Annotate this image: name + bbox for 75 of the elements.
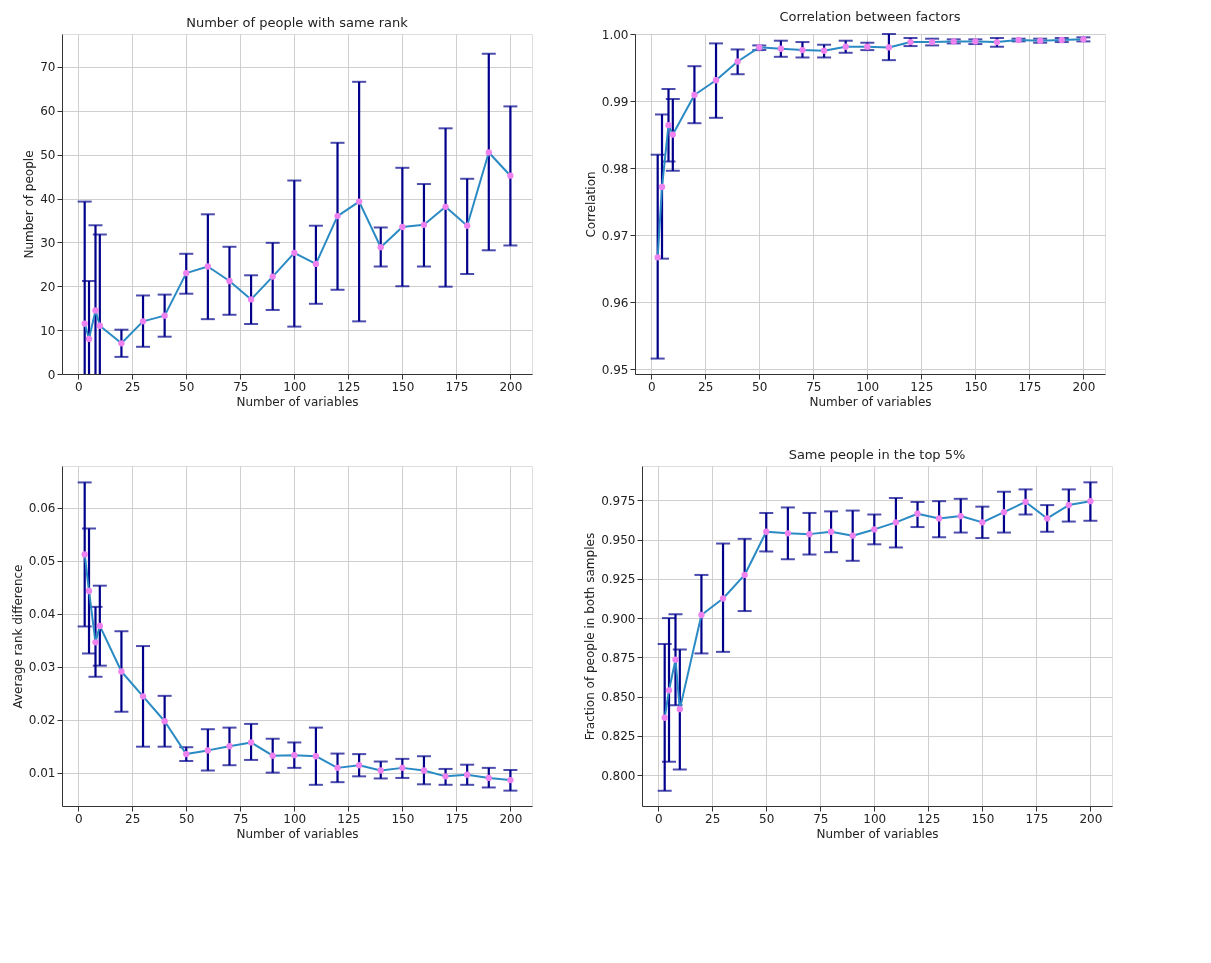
- x-tick-label: 0: [74, 379, 83, 394]
- y-tick-label: 0.875: [601, 650, 636, 665]
- y-tick-label: 30: [40, 235, 56, 250]
- y-tick-label: 0.850: [601, 690, 636, 705]
- y-tick-label: 10: [40, 323, 56, 338]
- x-tick-label: 25: [705, 811, 721, 826]
- y-axis-title: Number of people: [22, 150, 37, 259]
- y-axis-title: Correlation: [583, 171, 598, 238]
- y-tick-label: 0.975: [601, 493, 636, 508]
- x-axis-title: Number of variables: [236, 826, 359, 841]
- y-axis-title: Average rank difference: [10, 564, 25, 709]
- y-tick-label: 0.99: [601, 94, 629, 109]
- y-tick-label: 0.04: [28, 607, 56, 622]
- x-tick-label: 0: [654, 811, 663, 826]
- x-tick-label: 100: [863, 811, 887, 826]
- x-tick-label: 100: [856, 379, 880, 394]
- y-tick-label: 70: [40, 60, 56, 75]
- y-tick-label: 0.98: [601, 161, 629, 176]
- x-axis-title: Number of variables: [816, 826, 939, 841]
- y-tick-label: 0.01: [28, 766, 56, 781]
- chart-title: Same people in the top 5%: [788, 447, 966, 462]
- x-tick-label: 150: [964, 379, 988, 394]
- x-tick-label: 50: [752, 379, 768, 394]
- y-tick-label: 0.950: [601, 533, 636, 548]
- x-tick-label: 200: [499, 811, 523, 826]
- x-tick-label: 125: [910, 379, 934, 394]
- y-tick-label: 0.03: [28, 660, 56, 675]
- x-tick-label: 175: [445, 811, 469, 826]
- y-tick-label: 0.800: [601, 768, 636, 783]
- x-tick-label: 125: [337, 811, 361, 826]
- x-tick-label: 0: [647, 379, 656, 394]
- chart-title: Correlation between factors: [779, 9, 961, 24]
- x-tick-label: 75: [233, 379, 249, 394]
- x-tick-label: 125: [917, 811, 941, 826]
- x-axis-title: Number of variables: [236, 394, 359, 409]
- x-tick-label: 50: [179, 379, 195, 394]
- y-tick-label: 0.02: [28, 713, 56, 728]
- y-tick-label: 0.95: [601, 362, 629, 377]
- x-tick-label: 75: [806, 379, 822, 394]
- x-tick-label: 75: [233, 811, 249, 826]
- y-tick-label: 0.900: [601, 611, 636, 626]
- y-tick-label: 0.97: [601, 228, 629, 243]
- x-tick-label: 50: [759, 811, 775, 826]
- y-tick-label: 0.925: [601, 572, 636, 587]
- y-tick-label: 60: [40, 104, 56, 119]
- x-tick-label: 175: [445, 379, 469, 394]
- x-axis-title: Number of variables: [809, 394, 932, 409]
- x-tick-label: 100: [283, 379, 307, 394]
- y-tick-label: 40: [40, 192, 56, 207]
- y-tick-label: 50: [40, 148, 56, 163]
- y-tick-label: 0: [47, 367, 56, 382]
- x-tick-label: 200: [1072, 379, 1096, 394]
- x-tick-label: 75: [813, 811, 829, 826]
- x-tick-label: 50: [179, 811, 195, 826]
- y-tick-label: 0.96: [601, 295, 629, 310]
- y-tick-label: 0.06: [28, 501, 56, 516]
- x-tick-label: 25: [125, 811, 141, 826]
- x-tick-label: 150: [971, 811, 995, 826]
- x-tick-label: 175: [1018, 379, 1042, 394]
- x-tick-label: 0: [74, 811, 83, 826]
- x-tick-label: 25: [698, 379, 714, 394]
- x-tick-label: 100: [283, 811, 307, 826]
- y-tick-label: 1.00: [601, 27, 629, 42]
- y-tick-label: 0.825: [601, 729, 636, 744]
- x-tick-label: 25: [125, 379, 141, 394]
- x-tick-label: 175: [1025, 811, 1049, 826]
- chart-title: Number of people with same rank: [186, 15, 409, 30]
- x-tick-label: 125: [337, 379, 361, 394]
- x-tick-label: 150: [391, 811, 415, 826]
- x-tick-label: 150: [391, 379, 415, 394]
- y-tick-label: 20: [40, 279, 56, 294]
- y-tick-label: 0.05: [28, 554, 56, 569]
- x-tick-label: 200: [1079, 811, 1103, 826]
- y-axis-title: Fraction of people in both samples: [583, 532, 598, 741]
- x-tick-label: 200: [499, 379, 523, 394]
